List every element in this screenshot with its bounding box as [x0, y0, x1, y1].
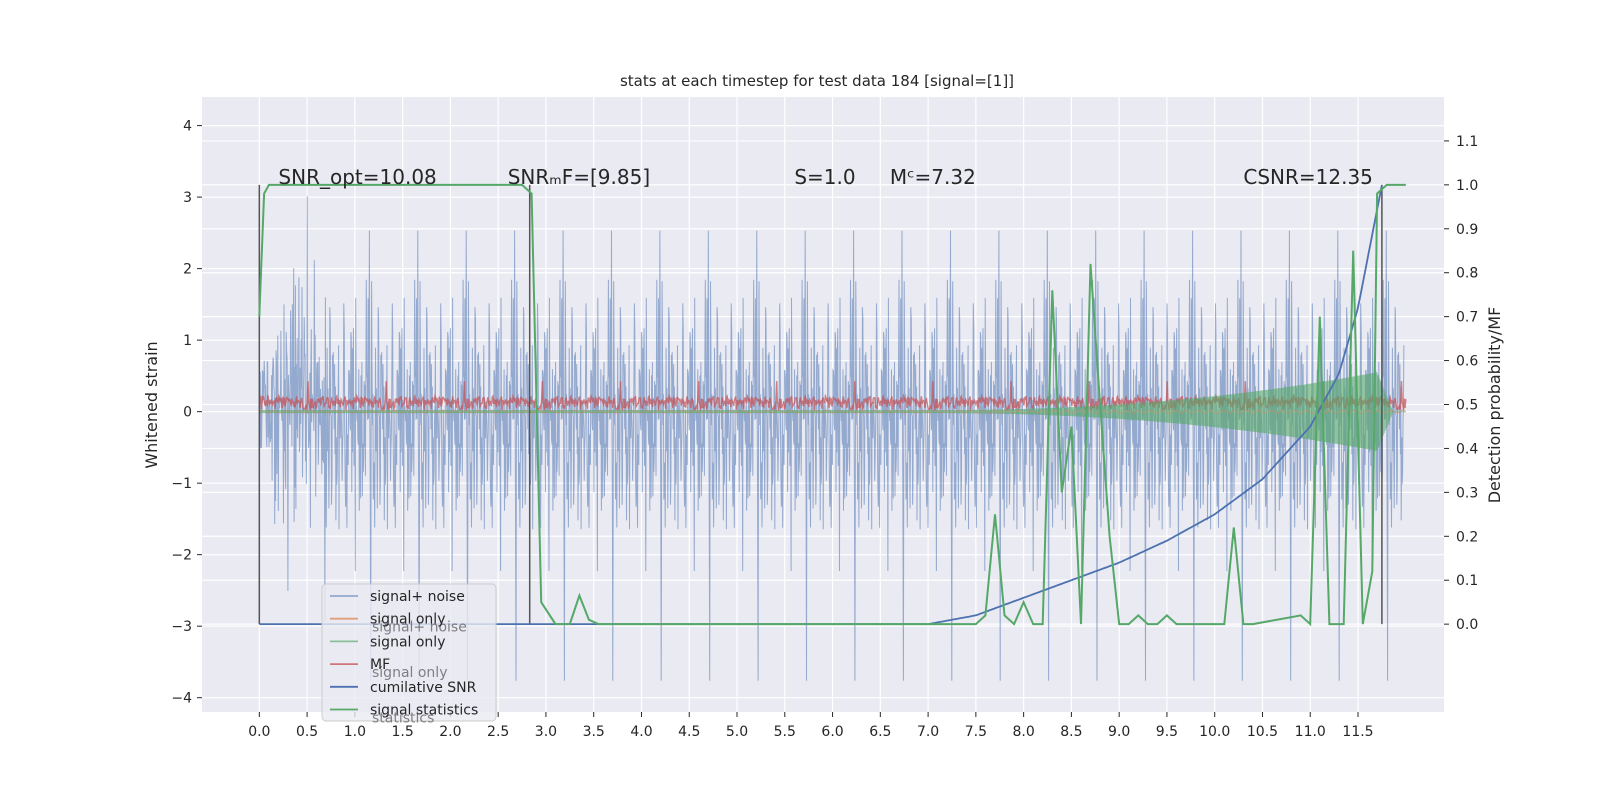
y-left-tick-label: −4: [171, 691, 192, 707]
x-tick-label: 0.5: [296, 724, 318, 740]
x-tick-label: 9.5: [1156, 724, 1178, 740]
y-right-tick-label: 0.6: [1456, 354, 1478, 370]
legend-label: MF: [370, 657, 390, 673]
chart-title: stats at each timestep for test data 184…: [620, 72, 1014, 90]
annotation-text: CSNR=12.35: [1243, 165, 1373, 189]
y-left-tick-label: −2: [171, 548, 192, 564]
x-tick-label: 0.0: [248, 724, 270, 740]
y-right-tick-label: 0.1: [1456, 573, 1478, 589]
y-left-tick-label: −3: [171, 619, 192, 635]
y-left-tick-label: 1: [183, 333, 192, 349]
y-right-tick-label: 0.2: [1456, 529, 1478, 545]
legend-label: signal statistics: [370, 703, 478, 719]
y-left-tick-label: −1: [171, 476, 192, 492]
x-tick-label: 11.0: [1295, 724, 1326, 740]
y-axis-left: 4 3 2 1 0 −1 −2 −3 −4: [171, 119, 202, 707]
legend-ghost-text: signal only: [372, 665, 447, 681]
x-tick-label: 3.5: [583, 724, 605, 740]
x-tick-label: 6.0: [821, 724, 843, 740]
legend-box: [321, 583, 497, 722]
legend-label: signal only: [370, 612, 445, 628]
y-right-tick-label: 0.7: [1456, 310, 1478, 326]
y-left-tick-label: 0: [183, 405, 192, 421]
y-right-tick-label: 0.4: [1456, 441, 1478, 457]
x-tick-label: 8.5: [1060, 724, 1082, 740]
annotation-text: S=1.0: [794, 165, 855, 189]
y-axis-right: 1.1 1.0 0.9 0.8 0.7 0.6 0.5 0.4 0.3 0.2 0.1 0.0: [1444, 134, 1478, 633]
y-axis-left-title: Whitened strain: [142, 341, 161, 468]
series-layer: [258, 183, 1407, 681]
annotations: SNR_opt=10.08 SNRₘF=[9.85] S=1.0 Mᶜ=7.32 CSN…: [278, 165, 1372, 189]
x-tick-label: 6.5: [869, 724, 891, 740]
x-tick-label: 2.5: [487, 724, 509, 740]
series-signal-only-orange: [259, 409, 1407, 414]
y-left-tick-label: 2: [183, 262, 192, 278]
legend-label: signal+ noise: [370, 589, 465, 605]
x-tick-label: 5.5: [774, 724, 796, 740]
legend-label: signal only: [370, 634, 445, 650]
x-tick-label: 4.0: [630, 724, 652, 740]
x-tick-label: 2.0: [439, 724, 461, 740]
x-tick-label: 7.5: [965, 724, 987, 740]
x-tick-label: 8.0: [1012, 724, 1034, 740]
y-right-tick-label: 1.0: [1456, 178, 1478, 194]
y-right-tick-label: 0.3: [1456, 485, 1478, 501]
annotation-text: SNR_opt=10.08: [278, 165, 436, 189]
series-signal-statistics: [258, 183, 1406, 627]
x-tick-label: 11.5: [1342, 724, 1373, 740]
x-tick-label: 10.0: [1199, 724, 1230, 740]
x-tick-label: 1.5: [391, 724, 413, 740]
y-left-tick-label: 4: [183, 119, 192, 135]
y-right-tick-label: 0.9: [1456, 222, 1478, 238]
legend-label: cumilative SNR: [370, 680, 477, 696]
series-signal-only-green: [258, 372, 1406, 451]
x-tick-label: 3.0: [535, 724, 557, 740]
x-tick-label: 1.0: [344, 724, 366, 740]
y-right-tick-label: 1.1: [1456, 134, 1478, 150]
x-tick-label: 10.5: [1247, 724, 1278, 740]
legend-ghost-text: statistics: [372, 711, 434, 727]
x-tick-label: 7.0: [917, 724, 939, 740]
annotation-text: Mᶜ=7.32: [890, 165, 976, 189]
x-axis: 0.0 0.5 1.0 1.5 2.0 2.5 3.0 3.5 4.0 4.5 5.0 5.5 6.0 6…: [248, 712, 1374, 740]
y-axis-right-title: Detection probability/MF: [1485, 307, 1504, 504]
legend-ghost-text: signal+ noise: [372, 620, 467, 636]
annotation-text: SNRₘF=[9.85]: [508, 165, 650, 189]
y-left-tick-label: 3: [183, 190, 192, 206]
x-tick-label: 4.5: [678, 724, 700, 740]
y-right-tick-label: 0.8: [1456, 266, 1478, 282]
y-right-tick-label: 0.0: [1456, 617, 1478, 633]
y-right-tick-label: 0.5: [1456, 398, 1478, 414]
x-tick-label: 5.0: [726, 724, 748, 740]
x-tick-label: 9.0: [1108, 724, 1130, 740]
